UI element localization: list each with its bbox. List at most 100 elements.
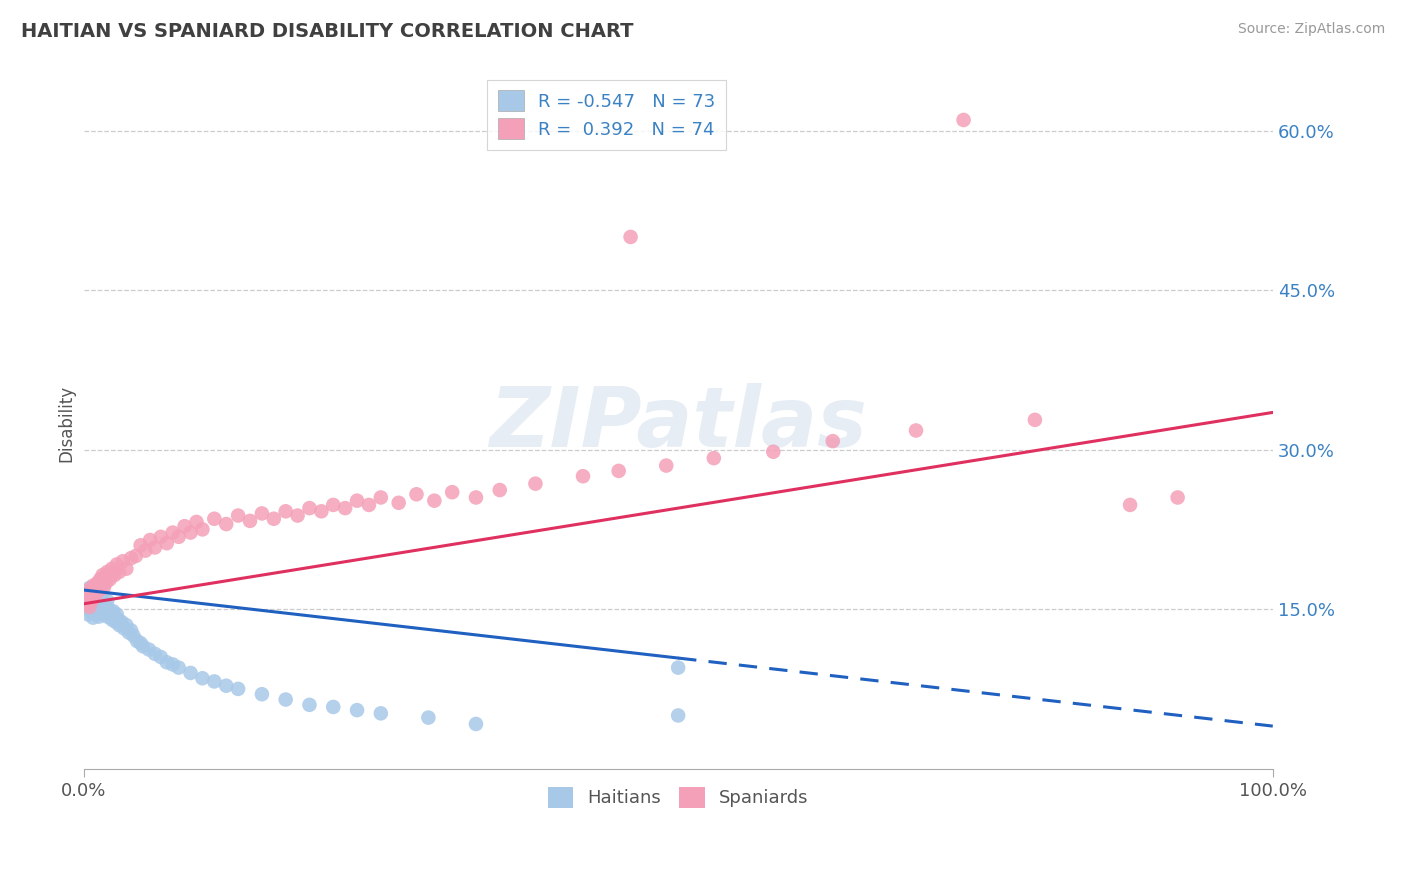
Point (89, 603, 111, 617)
Point (357, 498, 380, 512)
Point (226, 681, 249, 696)
Point (79, 599, 101, 614)
Point (93, 581, 115, 595)
Point (77, 607, 100, 622)
Point (91, 604, 114, 618)
Point (112, 621, 135, 635)
Point (86, 586, 108, 600)
Point (298, 698, 321, 712)
Point (202, 512, 225, 526)
Legend: Haitians, Spaniards: Haitians, Spaniards (540, 780, 815, 815)
Point (98, 605, 121, 619)
Point (524, 476, 547, 491)
Point (87, 604, 110, 618)
Point (952, 113, 974, 128)
Y-axis label: Disability: Disability (58, 384, 75, 461)
Point (83, 588, 105, 602)
Point (87, 582, 110, 597)
Point (104, 615, 127, 629)
Point (97, 602, 120, 616)
Point (173, 519, 195, 533)
Point (465, 491, 488, 505)
Point (79, 586, 101, 600)
Point (138, 642, 160, 657)
Point (274, 692, 297, 706)
Point (115, 618, 138, 632)
Point (93, 602, 115, 616)
Point (405, 487, 427, 501)
Point (1024, 413, 1046, 427)
Point (388, 496, 411, 510)
Point (79, 604, 101, 618)
Point (167, 660, 190, 674)
Point (90, 591, 112, 606)
Point (143, 647, 166, 661)
Point (84, 581, 107, 595)
Point (87, 575, 110, 590)
Point (107, 613, 129, 627)
Point (101, 562, 124, 576)
Point (666, 708, 689, 723)
Point (703, 451, 725, 466)
Point (115, 562, 138, 576)
Point (191, 671, 214, 685)
Text: ZIPatlas: ZIPatlas (489, 383, 868, 464)
Point (82, 610, 104, 624)
Point (86, 607, 108, 622)
Point (226, 508, 249, 523)
Point (89, 573, 111, 587)
Point (250, 687, 273, 701)
Point (149, 650, 172, 665)
Point (322, 700, 344, 714)
Point (96, 565, 118, 579)
Point (465, 717, 488, 731)
Point (1119, 498, 1142, 512)
Point (298, 501, 321, 516)
Point (125, 549, 148, 563)
Point (80, 599, 103, 613)
Point (143, 541, 166, 555)
Point (120, 624, 142, 638)
Point (333, 501, 356, 516)
Point (90, 607, 112, 621)
Point (75, 597, 97, 611)
Point (87, 586, 110, 600)
Point (89, 588, 111, 602)
Point (82, 579, 104, 593)
Point (129, 538, 152, 552)
Point (75, 591, 97, 606)
Point (96, 609, 118, 624)
Point (83, 605, 105, 619)
Point (180, 665, 202, 680)
Point (572, 469, 595, 483)
Point (139, 533, 162, 547)
Point (105, 607, 128, 622)
Point (90, 579, 112, 593)
Point (149, 530, 172, 544)
Point (101, 613, 124, 627)
Point (488, 483, 510, 497)
Point (108, 565, 131, 579)
Point (84, 599, 107, 614)
Point (96, 593, 118, 607)
Point (105, 558, 128, 572)
Point (98, 573, 121, 587)
Point (1167, 491, 1189, 505)
Point (655, 458, 678, 473)
Point (239, 514, 262, 528)
Point (156, 655, 179, 669)
Point (80, 582, 103, 597)
Point (423, 493, 446, 508)
Point (619, 230, 641, 244)
Point (91, 588, 114, 602)
Point (250, 507, 273, 521)
Point (215, 679, 238, 693)
Point (91, 568, 114, 582)
Point (263, 512, 285, 526)
Point (94, 597, 117, 611)
Point (607, 464, 630, 478)
Point (167, 530, 190, 544)
Point (904, 424, 927, 438)
Point (82, 593, 104, 607)
Point (202, 674, 225, 689)
